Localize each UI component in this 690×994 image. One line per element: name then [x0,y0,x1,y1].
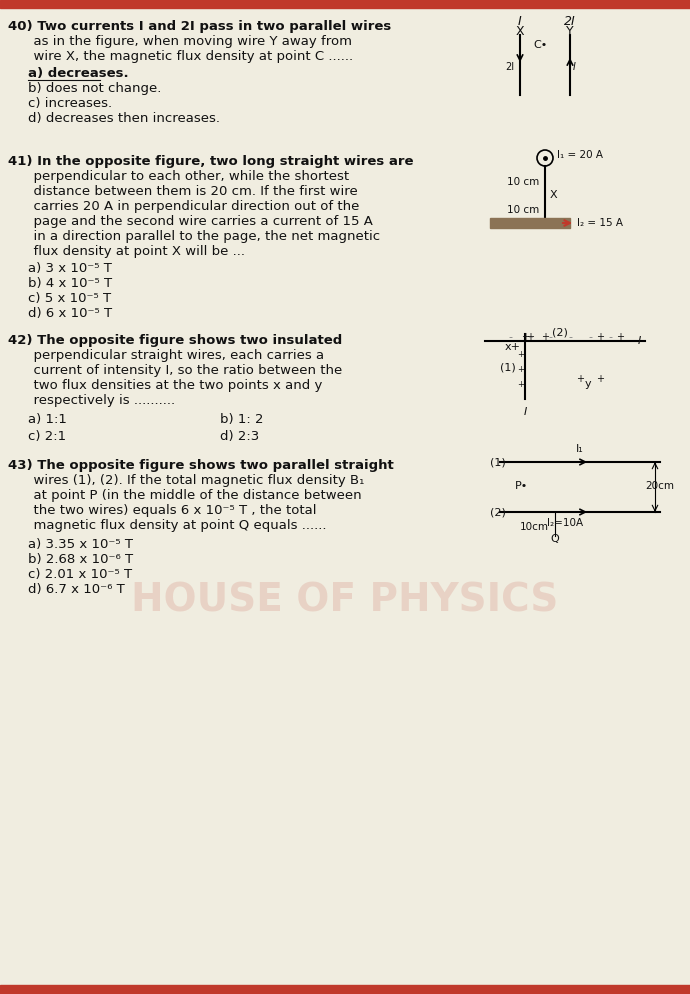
Text: HOUSE OF PHYSICS: HOUSE OF PHYSICS [131,581,559,619]
Text: carries 20 A in perpendicular direction out of the: carries 20 A in perpendicular direction … [8,200,359,213]
Text: I₁: I₁ [576,444,584,454]
Text: c) 2:1: c) 2:1 [28,430,66,443]
Text: perpendicular to each other, while the shortest: perpendicular to each other, while the s… [8,170,349,183]
Text: +: + [616,332,624,342]
Text: +: + [526,332,534,342]
Text: 10 cm: 10 cm [507,205,539,215]
Text: -: - [608,332,612,342]
Text: x+: x+ [505,342,521,352]
Text: Q: Q [551,534,560,544]
Text: c) 5 x 10⁻⁵ T: c) 5 x 10⁻⁵ T [28,292,111,305]
Text: I₁ = 20 A: I₁ = 20 A [557,150,603,160]
Text: the two wires) equals 6 x 10⁻⁵ T , the total: the two wires) equals 6 x 10⁻⁵ T , the t… [8,504,317,517]
Text: wire X, the magnetic flux density at point C ......: wire X, the magnetic flux density at poi… [8,50,353,63]
Text: 10 cm: 10 cm [507,177,539,187]
Text: (2): (2) [490,507,506,517]
Text: +: + [596,332,604,342]
Text: b) 4 x 10⁻⁵ T: b) 4 x 10⁻⁵ T [28,277,112,290]
Text: 2I: 2I [564,15,576,28]
Bar [0,0,690,8]
Text: a) 3 x 10⁻⁵ T: a) 3 x 10⁻⁵ T [28,262,112,275]
Text: c) 2.01 x 10⁻⁵ T: c) 2.01 x 10⁻⁵ T [28,568,132,581]
Text: Y: Y [566,25,574,38]
Text: I₂ = 15 A: I₂ = 15 A [577,218,623,228]
Text: 20cm: 20cm [645,481,674,491]
Text: +: + [541,332,549,342]
Text: C•: C• [533,40,547,50]
Text: (2): (2) [552,327,568,337]
Text: in a direction parallel to the page, the net magnetic: in a direction parallel to the page, the… [8,230,380,243]
Text: two flux densities at the two points x and y: two flux densities at the two points x a… [8,379,322,392]
Text: -: - [588,332,592,342]
Text: d) 2:3: d) 2:3 [220,430,259,443]
Text: respectively is ..........: respectively is .......... [8,394,175,407]
Text: a) 3.35 x 10⁻⁵ T: a) 3.35 x 10⁻⁵ T [28,538,133,551]
Text: +: + [596,374,604,384]
Text: I₂=10A: I₂=10A [547,518,583,528]
Text: magnetic flux density at point Q equals ......: magnetic flux density at point Q equals … [8,519,326,532]
Text: perpendicular straight wires, each carries a: perpendicular straight wires, each carri… [8,349,324,362]
Text: b) does not change.: b) does not change. [28,82,161,95]
Text: wires (1), (2). If the total magnetic flux density B₁: wires (1), (2). If the total magnetic fl… [8,474,364,487]
Text: I: I [638,336,641,346]
Text: d) decreases then increases.: d) decreases then increases. [28,112,220,125]
Text: +: + [518,365,524,374]
Text: y: y [585,379,591,389]
Text: current of intensity I, so the ratio between the: current of intensity I, so the ratio bet… [8,364,342,377]
Text: X: X [550,190,558,200]
Text: distance between them is 20 cm. If the first wire: distance between them is 20 cm. If the f… [8,185,357,198]
Text: -: - [548,332,552,342]
Text: +: + [518,380,524,389]
Text: as in the figure, when moving wire Y away from: as in the figure, when moving wire Y awa… [8,35,352,48]
Text: (1): (1) [500,362,515,372]
Text: d) 6.7 x 10⁻⁶ T: d) 6.7 x 10⁻⁶ T [28,583,125,596]
Text: at point P (in the middle of the distance between: at point P (in the middle of the distanc… [8,489,362,502]
Text: 43) The opposite figure shows two parallel straight: 43) The opposite figure shows two parall… [8,459,394,472]
Text: b) 2.68 x 10⁻⁶ T: b) 2.68 x 10⁻⁶ T [28,553,133,566]
Text: page and the second wire carries a current of 15 A: page and the second wire carries a curre… [8,215,373,228]
Text: +: + [576,374,584,384]
Text: (1): (1) [490,457,506,467]
Text: 10cm: 10cm [520,522,549,532]
Text: c) increases.: c) increases. [28,97,112,110]
Text: -: - [568,332,572,342]
Text: +: + [518,350,524,359]
Text: 40) Two currents I and 2I pass in two parallel wires: 40) Two currents I and 2I pass in two pa… [8,20,391,33]
Text: d) 6 x 10⁻⁵ T: d) 6 x 10⁻⁵ T [28,307,112,320]
Text: a) 1:1: a) 1:1 [28,413,67,426]
Text: X: X [515,25,524,38]
Text: 41) In the opposite figure, two long straight wires are: 41) In the opposite figure, two long str… [8,155,413,168]
Text: -: - [528,332,532,342]
Text: flux density at point X will be ...: flux density at point X will be ... [8,245,245,258]
Text: 2I: 2I [505,62,514,72]
Text: I: I [524,407,526,417]
Text: +: + [521,332,529,342]
Bar [490,218,570,228]
Text: P•: P• [515,481,529,491]
Bar [0,985,690,994]
Text: I: I [573,62,576,72]
Text: I: I [518,15,522,28]
Text: -: - [508,332,512,342]
Text: b) 1: 2: b) 1: 2 [220,413,264,426]
Text: 42) The opposite figure shows two insulated: 42) The opposite figure shows two insula… [8,334,342,347]
Text: a) decreases.: a) decreases. [28,67,128,80]
